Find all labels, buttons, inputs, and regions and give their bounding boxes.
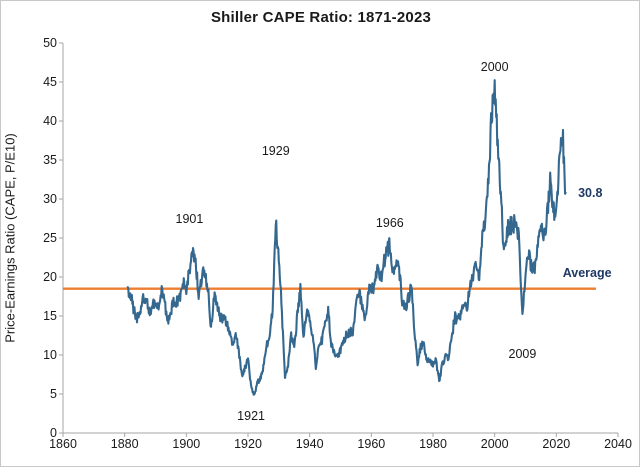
page-title: Shiller CAPE Ratio: 1871-2023 bbox=[210, 9, 432, 26]
annotation-1966: 1966 bbox=[375, 215, 404, 230]
y-tick-label: 50 bbox=[43, 36, 57, 50]
y-tick-label: 0 bbox=[50, 426, 57, 440]
annotation-2009: 2009 bbox=[508, 347, 537, 361]
x-tick-label: 1860 bbox=[49, 437, 77, 451]
y-tick-label: 10 bbox=[43, 348, 57, 362]
y-tick-label: 40 bbox=[43, 114, 57, 128]
x-tick-label: 1960 bbox=[357, 437, 386, 451]
y-tick-label: 15 bbox=[43, 309, 57, 323]
x-tick-label: 1940 bbox=[295, 437, 324, 451]
y-tick-label: 45 bbox=[43, 75, 57, 89]
data-series-line bbox=[126, 79, 567, 396]
x-tick-label: 2000 bbox=[480, 437, 509, 451]
annotation-1901: 1901 bbox=[175, 212, 204, 227]
annotation-average: Average bbox=[562, 265, 612, 280]
annotation-1929: 1929 bbox=[261, 144, 290, 159]
y-tick-label: 5 bbox=[50, 387, 57, 401]
annotation-1921: 1921 bbox=[237, 409, 265, 424]
y-tick-label: 30 bbox=[43, 192, 57, 206]
cape-ratio-line bbox=[126, 79, 567, 396]
x-tick-label: 1980 bbox=[419, 437, 447, 451]
annotation-30-8: 30.8 bbox=[578, 186, 603, 201]
annotation-2000: 2000 bbox=[480, 59, 509, 74]
x-tick-label: 1900 bbox=[172, 437, 201, 451]
x-tick-label: 2040 bbox=[604, 437, 632, 451]
y-tick-label: 20 bbox=[43, 270, 57, 284]
x-tick-label: 2020 bbox=[542, 437, 571, 451]
axis-lines bbox=[59, 42, 619, 437]
x-tick-label: 1920 bbox=[234, 437, 262, 451]
y-tick-label: 25 bbox=[43, 231, 57, 245]
x-tick-label: 1880 bbox=[110, 437, 139, 451]
y-tick-label: 35 bbox=[43, 153, 57, 167]
